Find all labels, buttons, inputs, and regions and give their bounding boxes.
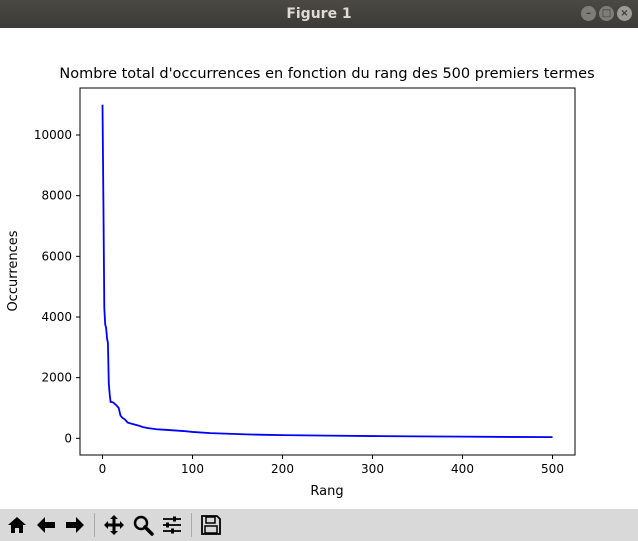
- series-line: [101, 104, 553, 438]
- x-axis-ticks: 0 100 200 300 400 500: [99, 455, 564, 476]
- configure-subplots-button[interactable]: [159, 512, 185, 538]
- y-tick-label: 10000: [34, 128, 72, 142]
- save-button[interactable]: [198, 512, 224, 538]
- zoom-icon: [133, 515, 154, 536]
- toolbar: [0, 509, 638, 541]
- save-icon: [201, 515, 221, 535]
- y-tick-label: 0: [64, 431, 72, 445]
- y-tick-label: 6000: [41, 249, 72, 263]
- line-chart: Nombre total d'occurrences en fonction d…: [6, 66, 595, 499]
- y-axis-label: Occurrences: [6, 230, 21, 311]
- minimize-icon[interactable]: –: [581, 6, 596, 21]
- close-icon[interactable]: ×: [617, 6, 632, 21]
- figure-canvas: Nombre total d'occurrences en fonction d…: [0, 28, 638, 509]
- y-tick-label: 4000: [41, 310, 72, 324]
- x-axis-label: Rang: [310, 484, 343, 499]
- forward-button[interactable]: [62, 512, 88, 538]
- zoom-button[interactable]: [130, 512, 156, 538]
- back-arrow-icon: [37, 517, 55, 533]
- x-tick-label: 500: [541, 462, 564, 476]
- plot-area-frame: [79, 87, 576, 456]
- pan-button[interactable]: [101, 512, 127, 538]
- y-axis-ticks: 0 2000 4000 6000 8000 10000: [34, 128, 80, 445]
- window-title: Figure 1: [286, 6, 352, 22]
- x-tick-label: 0: [99, 462, 107, 476]
- home-icon: [8, 517, 26, 533]
- window-controls: – □ ×: [581, 6, 632, 21]
- y-tick-label: 8000: [41, 189, 72, 203]
- pan-icon: [104, 515, 124, 535]
- y-tick-label: 2000: [41, 371, 72, 385]
- x-tick-label: 300: [361, 462, 384, 476]
- x-tick-label: 400: [451, 462, 474, 476]
- home-button[interactable]: [4, 512, 30, 538]
- window-titlebar: Figure 1 – □ ×: [0, 0, 638, 28]
- back-button[interactable]: [33, 512, 59, 538]
- x-tick-label: 100: [181, 462, 204, 476]
- chart-title: Nombre total d'occurrences en fonction d…: [59, 66, 594, 82]
- configure-subplots-icon: [163, 516, 181, 534]
- toolbar-separator: [94, 513, 95, 537]
- toolbar-separator: [191, 513, 192, 537]
- maximize-icon[interactable]: □: [599, 6, 614, 21]
- x-tick-label: 200: [271, 462, 294, 476]
- forward-arrow-icon: [66, 517, 84, 533]
